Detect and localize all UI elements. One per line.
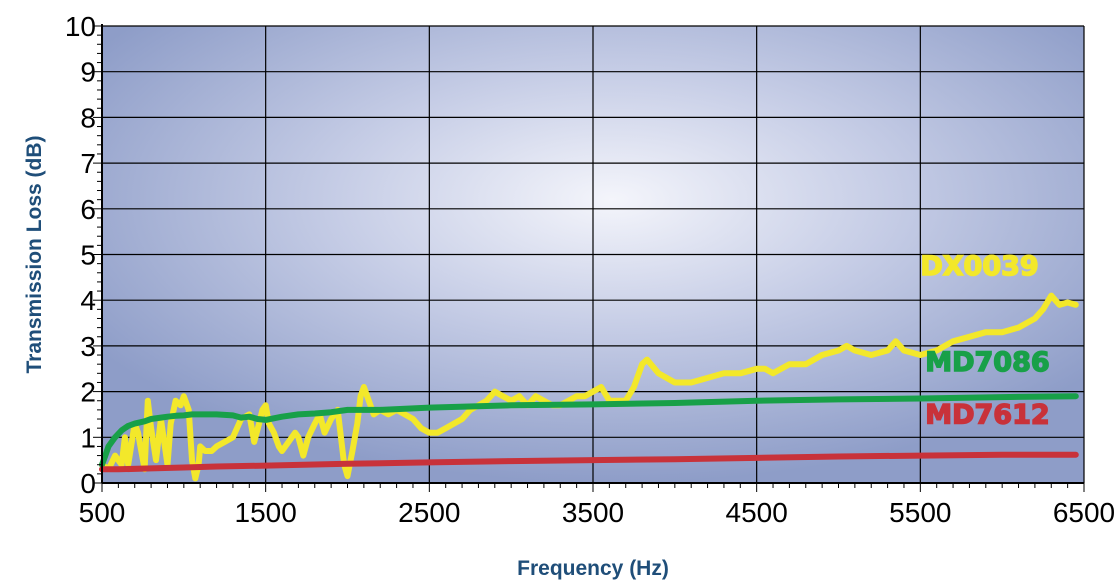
y-axis-title: Transmission Loss (dB) [23, 135, 46, 373]
y-tick-label: 9 [80, 57, 96, 88]
x-tick-label: 500 [79, 497, 126, 528]
y-tick-label: 7 [80, 148, 96, 179]
y-tick-label: 1 [80, 422, 96, 453]
series-label-md7612: MD7612 [925, 400, 1049, 431]
series-label-dx0039: DX0039 [920, 251, 1038, 282]
series-line-md7086 [99, 393, 1079, 468]
y-tick-label: 10 [65, 11, 96, 42]
y-tick-label: 4 [80, 285, 96, 316]
y-tick-label: 8 [80, 102, 96, 133]
series-lines [99, 292, 1079, 482]
series-label-md7086: MD7086 [925, 347, 1049, 378]
y-tick-label: 5 [80, 240, 96, 271]
y-tick-label: 2 [80, 377, 96, 408]
x-tick-label: 5500 [889, 497, 951, 528]
series-labels: DX0039 MD7086 MD7612 [920, 250, 1051, 431]
y-tick-labels: 0 1 2 3 4 5 6 7 8 9 10 [65, 11, 96, 499]
x-tick-label: 3500 [562, 497, 624, 528]
x-axis-title: Frequency (Hz) [517, 557, 669, 580]
y-tick-label: 3 [80, 331, 96, 362]
x-tick-label: 2500 [398, 497, 460, 528]
x-tick-labels: 500 1500 2500 3500 4500 5500 6500 [79, 497, 1116, 528]
x-tick-label: 4500 [726, 497, 788, 528]
y-tick-label: 0 [80, 468, 96, 499]
x-tick-label: 6500 [1053, 497, 1115, 528]
axes [93, 24, 1085, 492]
y-tick-label: 6 [80, 194, 96, 225]
x-tick-label: 1500 [235, 497, 297, 528]
series-line-md7612 [99, 451, 1079, 473]
